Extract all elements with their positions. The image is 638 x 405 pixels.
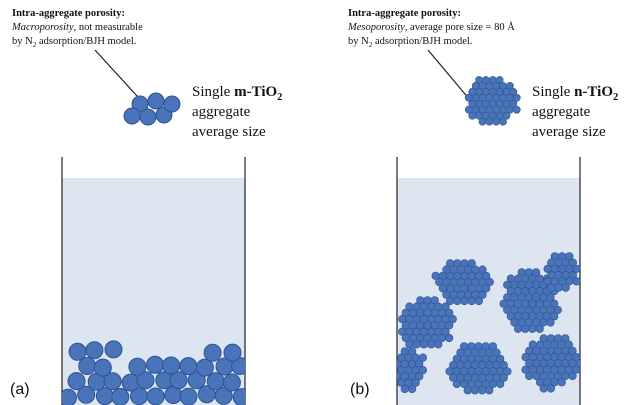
note-text: Mesoporosity [347,22,405,33]
aggregate-text: 2 [613,92,618,103]
particle [562,284,570,292]
particle [147,388,164,405]
particle [79,358,96,375]
particle [522,325,530,333]
particle [233,389,250,405]
particle [514,325,522,333]
particle [569,372,577,380]
particle [223,374,240,391]
particle [180,358,197,375]
particle [573,278,581,286]
particle [529,325,537,333]
note-line: Macroporosity, not measurable [11,22,143,33]
particle [413,341,421,349]
particle [420,341,428,349]
particle [555,284,563,292]
note-text: adsorption/BJH model. [372,36,472,47]
aggregate-line: Single m-TiO2 [192,84,282,103]
particle [406,341,414,349]
note-line: by N2 adsorption/BJH model. [348,36,472,49]
particle [475,297,483,305]
particle [163,357,180,374]
particle [180,388,197,405]
particle [164,96,180,112]
particle [112,389,129,405]
particle [525,372,533,380]
panel-label: (a) [10,381,30,398]
note-text: by N [348,36,369,47]
particle [461,297,469,305]
note-line: by N2 adsorption/BJH model. [12,36,136,49]
note-text: by N [12,36,33,47]
particle [435,341,443,349]
particle [68,373,85,390]
particle [547,284,555,292]
particle [94,359,111,376]
particle [401,385,409,393]
particle [408,385,416,393]
particle [454,297,462,305]
note-text: adsorption/BJH model. [36,36,136,47]
particle [513,106,520,113]
particle [122,374,139,391]
particle [69,343,86,360]
figure: Intra-aggregate porosity: Macroporosity,… [0,0,638,405]
panel-label: (b) [350,381,370,398]
aggregate-line: aggregate [192,104,251,120]
particle [196,359,213,376]
particle [486,118,493,125]
particle [140,109,156,125]
aggregate-text: n-TiO [574,84,613,100]
particle [60,389,77,405]
aggregate-line: average size [192,124,266,140]
aggregate-text: Single [532,84,574,100]
note-text: Macroporosity [11,22,74,33]
aggregate-text: 2 [277,92,282,103]
particle [124,108,140,124]
particle [496,380,504,388]
particle [536,325,544,333]
aggregate-line: Single n-TiO2 [532,84,618,103]
particle [105,341,122,358]
particle [471,387,479,395]
particle [478,387,486,395]
note-text: , not measurable [74,22,143,33]
particle [499,118,506,125]
particle-group [465,76,520,125]
particle [558,379,566,387]
aggregate-line: average size [532,124,606,140]
particle [469,112,476,119]
aggregate-text: Single [192,84,234,100]
particle [540,385,548,393]
particle [453,380,461,388]
note-heading: Intra-aggregate porosity: [348,8,461,19]
particle [129,358,146,375]
particle [427,341,435,349]
particle [468,297,476,305]
particle [204,344,221,361]
note-heading: Intra-aggregate porosity: [12,8,125,19]
particle [147,356,164,373]
particle [464,387,472,395]
particle [224,344,241,361]
particle [207,373,224,390]
particle [86,342,103,359]
particle-group [124,93,180,125]
particle [479,118,486,125]
note-line: Mesoporosity, average pore size = 80 Å [347,21,515,33]
pointer [428,50,470,100]
particle [547,385,555,393]
particle [148,93,164,109]
particle [547,319,555,327]
particle [493,118,500,125]
note-text: , average pore size = 80 Å [405,21,515,33]
particle [445,334,453,342]
aggregate-line: aggregate [532,104,591,120]
particle [486,387,494,395]
aggregate-text: m-TiO [234,84,277,100]
